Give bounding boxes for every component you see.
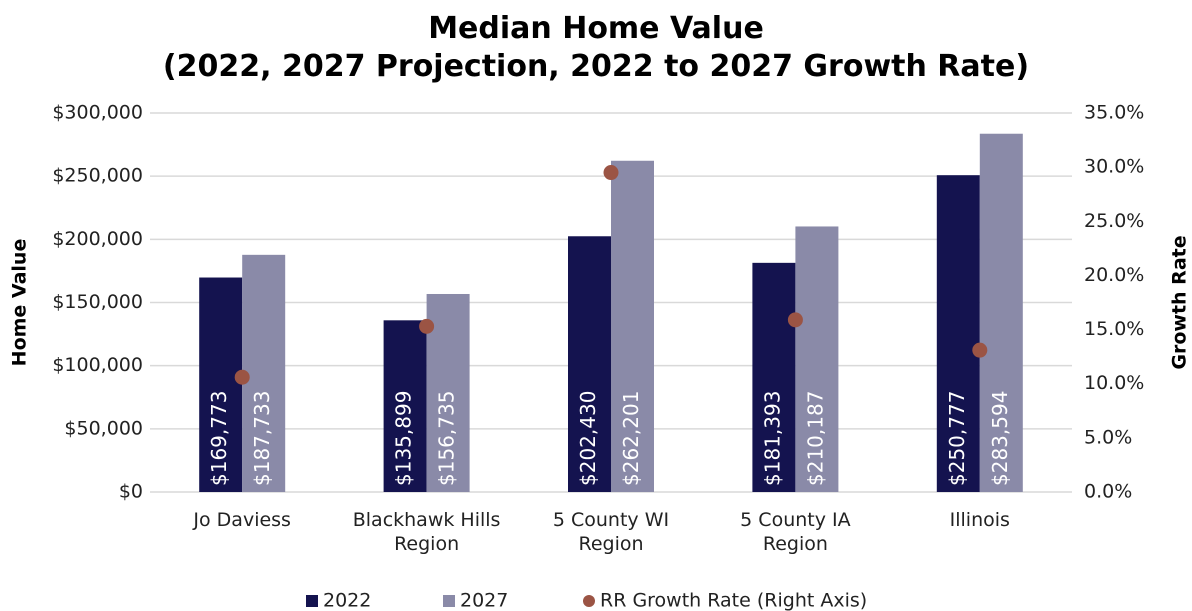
bar (795, 226, 839, 493)
data-label: $283,594 (988, 391, 1012, 486)
y2-tick-label: 20.0% (1084, 264, 1144, 286)
x-tick-label: Illinois (949, 509, 1010, 531)
y-tick-label: $300,000 (52, 102, 143, 124)
y2-tick-label: 25.0% (1084, 210, 1144, 232)
bar (752, 262, 796, 492)
legend-label: 2022 (323, 590, 371, 611)
data-label: $135,899 (392, 391, 416, 486)
bar (936, 175, 980, 492)
y2-tick-label: 10.0% (1084, 372, 1144, 394)
growth-point (419, 318, 435, 334)
x-tick-label: Blackhawk Hills Region (352, 509, 501, 555)
y2-tick-label: 15.0% (1084, 318, 1144, 340)
x-tick-label: 5 County WI Region (552, 509, 670, 555)
bar (611, 160, 654, 492)
legend-swatch (583, 595, 595, 607)
data-label: $156,735 (435, 391, 459, 486)
y2-tick-label: 0.0% (1084, 481, 1132, 503)
y2-tick-label: 35.0% (1084, 102, 1144, 124)
y-tick-label: $0 (119, 481, 143, 503)
bar (242, 254, 286, 492)
data-label: $202,430 (576, 391, 600, 486)
legend-swatch (443, 595, 455, 607)
legend-swatch (306, 595, 318, 607)
y-tick-label: $150,000 (52, 291, 143, 313)
y2-axis-title: Growth Rate (1169, 235, 1191, 369)
y-axis-title: Home Value (9, 239, 31, 367)
y-tick-label: $100,000 (52, 354, 143, 376)
x-tick-label: Jo Daviess (193, 509, 291, 531)
bar (199, 277, 243, 492)
data-label: $262,201 (619, 391, 643, 486)
data-label: $169,773 (207, 391, 231, 486)
legend-label: 2027 (460, 590, 508, 611)
y-tick-label: $200,000 (52, 228, 143, 250)
growth-point (787, 312, 803, 328)
growth-point (972, 342, 988, 358)
y2-tick-label: 30.0% (1084, 156, 1144, 178)
chart-title: Median Home Value (2022, 2027 Projection… (162, 11, 1030, 84)
growth-point (603, 165, 619, 181)
y-tick-label: $250,000 (52, 165, 143, 187)
bar (383, 320, 427, 492)
legend-label: RR Growth Rate (Right Axis) (600, 590, 867, 611)
y-tick-label: $50,000 (64, 417, 143, 439)
y2-tick-label: 5.0% (1084, 426, 1132, 448)
data-label: $250,777 (945, 391, 969, 486)
data-label: $181,393 (760, 391, 784, 486)
bar (568, 236, 611, 492)
x-tick-label: 5 County IA Region (740, 509, 851, 555)
bar (979, 133, 1023, 492)
data-label: $187,733 (250, 391, 274, 486)
growth-point (234, 369, 250, 385)
data-label: $210,187 (803, 391, 827, 486)
